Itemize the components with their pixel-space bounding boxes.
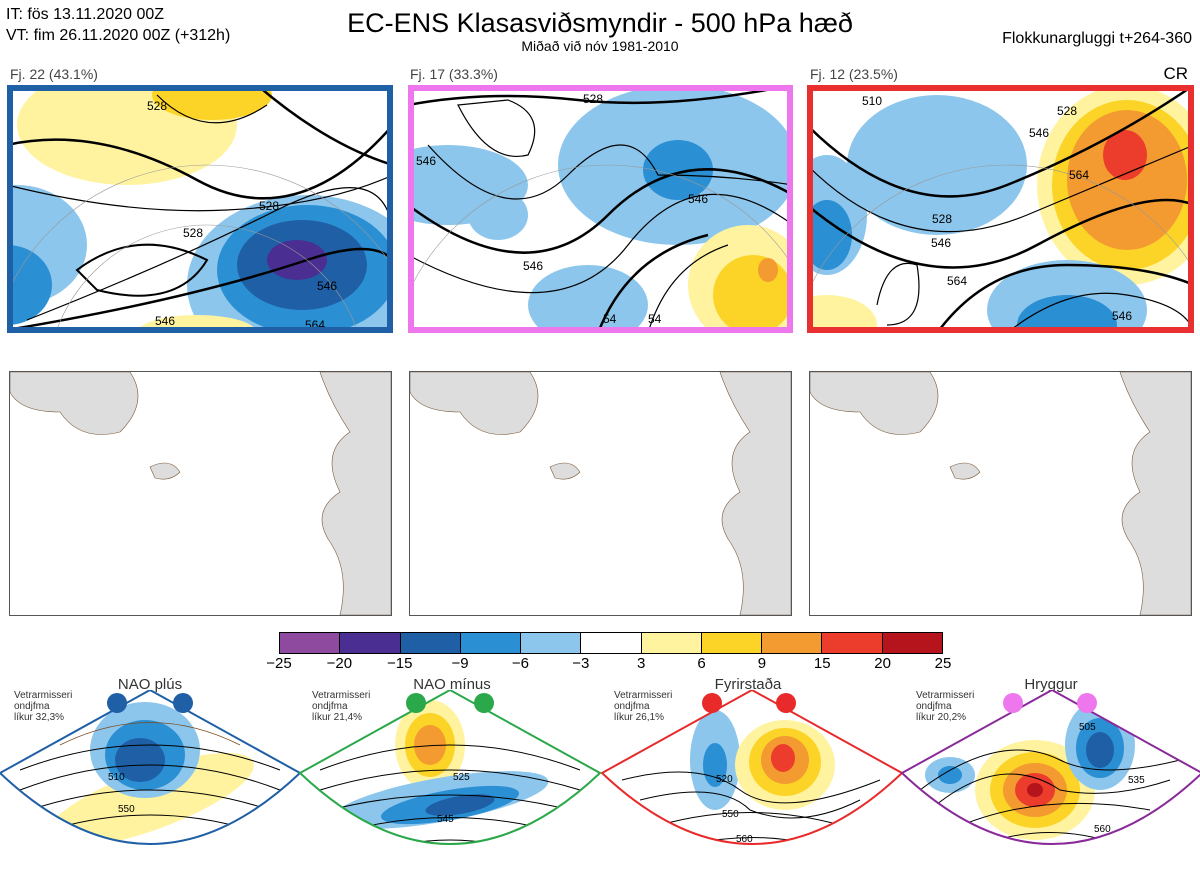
valid-time: VT: fim 26.11.2020 00Z (+312h): [6, 27, 231, 44]
colorbar-swatch: [460, 633, 522, 653]
contour-label: 525: [453, 772, 470, 783]
contour-label: 560: [736, 834, 753, 845]
cluster-1-map: 528 528 528 546 546 564: [7, 85, 393, 333]
colorbar-tick-label: 6: [697, 655, 706, 672]
regime-2-fan: 525 545 565: [298, 690, 602, 861]
cluster-3-map: 528 528 546 546 564 564 546 510: [807, 85, 1194, 333]
contour-label: 528: [147, 99, 167, 113]
regime-3-dot: [776, 693, 796, 713]
page-title: EC-ENS Klasasviðsmyndir - 500 hPa hæð: [347, 8, 853, 38]
contour-label: 535: [1128, 775, 1145, 786]
contour-label: 520: [716, 774, 733, 785]
contour-label: 564: [947, 274, 967, 288]
contour-label: 546: [155, 314, 175, 328]
contour-label: 560: [1094, 824, 1111, 835]
regime-1-note: Vetrarmisseri ondjfma líkur 32,3%: [14, 690, 73, 723]
contour-label: 546: [688, 192, 708, 206]
contour-label: 564: [1069, 168, 1089, 182]
regime-1-name: NAO plús: [117, 676, 183, 693]
regime-3-fan: 520 550 560: [600, 690, 904, 845]
colorbar-swatch: [521, 633, 582, 653]
classification-window: Flokkunargluggi t+264-360: [1002, 30, 1192, 47]
contour-label: 546: [1029, 126, 1049, 140]
colorbar-swatch: [822, 633, 883, 653]
regime-4-dot: [1077, 693, 1097, 713]
empty-map-3: [809, 371, 1192, 616]
contour-label: 546: [416, 154, 436, 168]
colorbar-swatch: [701, 633, 763, 653]
regime-4-fan: 505 535 560: [900, 690, 1200, 845]
regime-4-note: Vetrarmisseri ondjfma líkur 20,2%: [916, 690, 975, 723]
colorbar-swatch: [400, 633, 461, 653]
colorbar-tick-label: 9: [757, 655, 767, 672]
contour-label: 54: [648, 312, 662, 326]
regime-4-name: Hryggur: [1024, 676, 1078, 693]
colorbar-swatch: [581, 633, 642, 653]
regime-3-name: Fyrirstaða: [714, 676, 782, 693]
contour-label: 528: [1057, 104, 1077, 118]
contour-label: 546: [317, 279, 337, 293]
cluster-2-map: 528 546 546 546 54 54: [408, 85, 793, 333]
contour-label: 565: [447, 850, 464, 861]
regime-3-dot: [702, 693, 722, 713]
regime-4-dot: [1003, 693, 1023, 713]
colorbar-tick-label: −25: [266, 655, 292, 672]
colorbar-tick-label: 25: [934, 655, 952, 672]
colorbar-swatch: [882, 633, 942, 653]
initial-time: IT: fös 13.11.2020 00Z: [6, 6, 165, 23]
contour-label: 550: [722, 809, 739, 820]
contour-label: 550: [118, 804, 135, 815]
page-subtitle: Miðað við nóv 1981-2010: [521, 38, 679, 54]
regime-fans: 510 550 525 545 565: [0, 690, 1200, 861]
contour-label: 528: [259, 199, 279, 213]
contour-label: 510: [108, 772, 125, 783]
regime-2-dot: [474, 693, 494, 713]
contour-label: 528: [183, 226, 203, 240]
colorbar-swatch: [340, 633, 401, 653]
contour-label: 505: [1079, 722, 1096, 733]
cluster-2-label: Fj. 17 (33.3%): [410, 66, 498, 82]
contour-label: 546: [931, 236, 951, 250]
colorbar-tick-label: 15: [813, 655, 831, 672]
run-info: IT: fös 13.11.2020 00Z VT: fim 26.11.202…: [6, 4, 230, 46]
colorbar-tick-label: −3: [572, 655, 590, 672]
regime-2-name: NAO mínus: [413, 676, 491, 693]
cluster-1-label: Fj. 22 (43.1%): [10, 66, 98, 82]
colorbar-swatch: [280, 633, 341, 653]
contour-label: 528: [932, 212, 952, 226]
colorbar-tick-label: −6: [511, 655, 530, 672]
colorbar-swatch: [641, 633, 702, 653]
contour-label: 54: [603, 312, 617, 326]
contour-label: 546: [523, 259, 543, 273]
regime-1-fan: 510 550: [0, 690, 302, 845]
regime-2-note: Vetrarmisseri ondjfma líkur 21,4%: [312, 690, 371, 723]
colorbar-tick-label: −9: [451, 655, 469, 672]
colorbar-tick-label: 3: [637, 655, 646, 672]
regime-1-dot: [173, 693, 193, 713]
contour-label: 545: [437, 814, 454, 825]
colorbar-tick-label: −20: [326, 655, 353, 672]
contour-label: 510: [862, 94, 882, 108]
colorbar-tick-label: 20: [874, 655, 891, 672]
regime-1-dot: [107, 693, 127, 713]
colorbar-tick-label: −15: [386, 655, 413, 672]
anomaly-colorbar: [279, 632, 943, 654]
colorbar-swatch: [762, 633, 823, 653]
empty-map-1: [9, 371, 392, 616]
regime-3-note: Vetrarmisseri ondjfma líkur 26,1%: [614, 690, 673, 723]
empty-map-2: [409, 371, 792, 616]
cluster-3-label: Fj. 12 (23.5%): [810, 66, 898, 82]
cr-label: CR: [1163, 64, 1188, 83]
contour-label: 546: [1112, 309, 1132, 323]
contour-label: 564: [305, 318, 325, 332]
contour-label: 528: [583, 92, 603, 106]
regime-2-dot: [406, 693, 426, 713]
